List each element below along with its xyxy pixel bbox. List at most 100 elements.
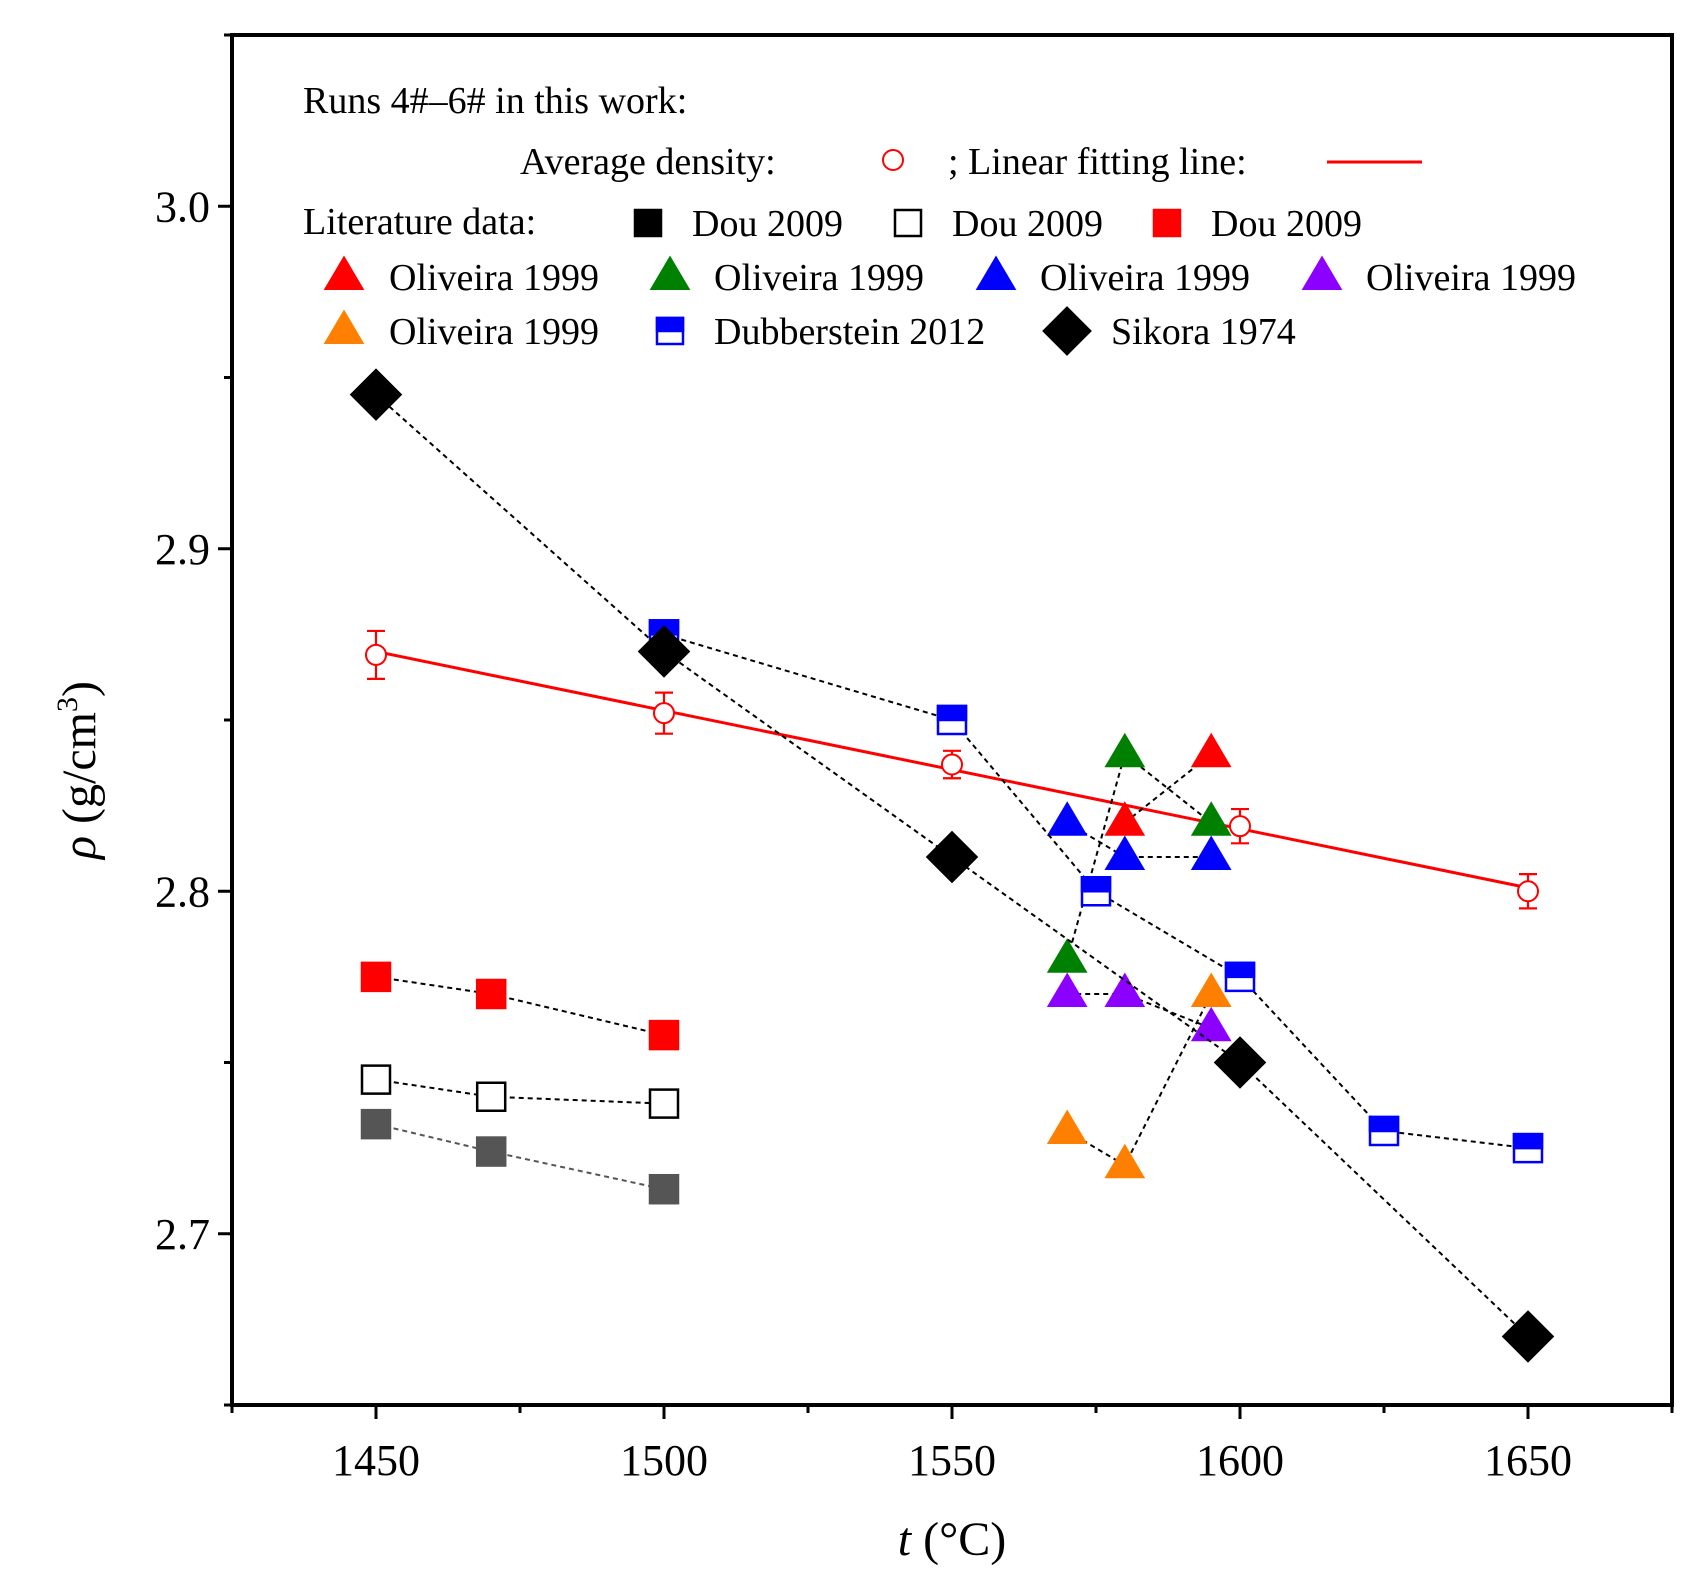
data-point-top-half bbox=[1368, 1115, 1400, 1133]
legend-average-marker bbox=[882, 149, 904, 171]
series-connector-line bbox=[375, 1123, 665, 1191]
average-density-point bbox=[1517, 873, 1539, 910]
data-point bbox=[1190, 801, 1232, 836]
series-connector-line bbox=[663, 633, 1529, 1150]
y-axis-title-unit: (g/cm bbox=[53, 712, 106, 836]
legend-marker-1 bbox=[893, 208, 923, 238]
data-point bbox=[936, 704, 968, 736]
data-point bbox=[475, 1081, 507, 1112]
legend-marker-2 bbox=[1152, 208, 1182, 238]
data-point bbox=[1190, 732, 1232, 768]
series-connector-line bbox=[375, 1078, 665, 1105]
data-point bbox=[648, 1019, 680, 1051]
data-point bbox=[1080, 876, 1112, 907]
x-tick-label: 1600 bbox=[1196, 1436, 1284, 1485]
average-density-marker bbox=[941, 753, 963, 776]
y-tick-label: 2.8 bbox=[155, 867, 210, 916]
legend-average-label: Average density: bbox=[520, 141, 776, 183]
average-density-point bbox=[653, 691, 675, 735]
legend-entry-label-0: Dou 2009 bbox=[692, 203, 843, 245]
data-point bbox=[1190, 1006, 1232, 1042]
data-point bbox=[1046, 1109, 1088, 1145]
legend-entry-label-5: Oliveira 1999 bbox=[1040, 257, 1250, 299]
series-oliveira-1999-7 bbox=[1046, 972, 1232, 1179]
legend-entry-label-7: Oliveira 1999 bbox=[389, 311, 599, 353]
legend-marker-3 bbox=[323, 255, 365, 291]
data-point bbox=[475, 1136, 507, 1167]
series-sikora-1974-9 bbox=[349, 368, 1555, 1363]
x-tick-label: 1500 bbox=[620, 1436, 708, 1485]
legend-entry-label-9: Sikora 1974 bbox=[1111, 311, 1296, 353]
data-point bbox=[360, 1064, 392, 1095]
data-point bbox=[1046, 938, 1088, 973]
data-point bbox=[1190, 972, 1232, 1008]
legend-entry-label-3: Oliveira 1999 bbox=[389, 257, 599, 299]
legend-entry-label-6: Oliveira 1999 bbox=[1366, 257, 1576, 299]
series-oliveira-1999-4 bbox=[1046, 732, 1232, 973]
data-point bbox=[1104, 835, 1146, 871]
data-point bbox=[1104, 972, 1146, 1008]
legend-header: Runs 4#–6# in this work: bbox=[303, 80, 687, 122]
data-point bbox=[1190, 835, 1232, 871]
series-dou-2009-0 bbox=[360, 1108, 680, 1205]
data-point bbox=[925, 830, 979, 884]
data-point-top-half bbox=[1512, 1132, 1544, 1150]
legend-literature-label: Literature data: bbox=[303, 201, 536, 243]
average-density-point bbox=[941, 749, 963, 780]
average-density-point bbox=[365, 629, 387, 681]
data-point bbox=[1104, 801, 1146, 836]
data-point bbox=[1501, 1310, 1555, 1363]
legend-entry-label-1: Dou 2009 bbox=[952, 203, 1103, 245]
legend-entry-label-8: Dubberstein 2012 bbox=[714, 311, 985, 353]
data-point bbox=[1213, 1036, 1267, 1089]
legend-marker-9 bbox=[1042, 306, 1092, 356]
y-axis-title-exponent: 3 bbox=[51, 697, 84, 712]
data-point bbox=[648, 1173, 680, 1205]
x-tick-label: 1450 bbox=[332, 1436, 420, 1485]
data-point-top-half bbox=[1080, 876, 1112, 893]
x-axis-title-symbol: t bbox=[898, 1513, 913, 1566]
series-dubberstein-2012-8 bbox=[648, 619, 1544, 1164]
data-point bbox=[349, 368, 403, 421]
legend-marker-8 bbox=[655, 316, 685, 346]
series-oliveira-1999-5 bbox=[1046, 801, 1232, 871]
data-point bbox=[1512, 1132, 1544, 1164]
data-point bbox=[1224, 961, 1256, 993]
data-point bbox=[475, 978, 507, 1010]
data-point-top-half bbox=[936, 704, 968, 722]
data-point bbox=[648, 1088, 680, 1119]
legend-fit-label: ; Linear fitting line: bbox=[948, 141, 1247, 183]
x-tick-label: 1550 bbox=[908, 1436, 996, 1485]
average-density-marker bbox=[653, 702, 675, 725]
data-point bbox=[360, 1108, 392, 1140]
legend-marker-5 bbox=[975, 255, 1017, 291]
average-density-marker bbox=[365, 643, 387, 666]
x-axis-title-unit: (°C) bbox=[911, 1513, 1006, 1566]
legend-entry-label-2: Dou 2009 bbox=[1211, 203, 1362, 245]
legend-entry-label-4: Oliveira 1999 bbox=[714, 257, 924, 299]
legend: Runs 4#–6# in this work: Average density:… bbox=[303, 80, 1576, 356]
series-oliveira-1999-3 bbox=[1104, 732, 1232, 836]
y-axis-title-symbol: ρ bbox=[53, 836, 106, 861]
series-dou-2009-1 bbox=[360, 1064, 680, 1119]
legend-marker-4 bbox=[649, 255, 691, 291]
series-dou-2009-2 bbox=[360, 961, 680, 1051]
data-point-top-half bbox=[1224, 961, 1256, 979]
series-connector-line bbox=[375, 975, 665, 1037]
y-tick-label: 3.0 bbox=[155, 182, 210, 231]
data-point bbox=[1104, 1143, 1146, 1179]
y-axis-title: ρ (g/cm3) bbox=[51, 681, 106, 861]
series-layer bbox=[349, 368, 1555, 1363]
data-point bbox=[1046, 972, 1088, 1008]
axes: 1450 1500 1550 1600 1650 2.7 2.8 2.9 3.0 t (°C) ρ … bbox=[51, 33, 1674, 1566]
data-point bbox=[1368, 1115, 1400, 1147]
legend-marker-0 bbox=[633, 208, 663, 238]
x-tick-label: 1650 bbox=[1484, 1436, 1572, 1485]
y-tick-label: 2.7 bbox=[155, 1210, 210, 1259]
data-point bbox=[637, 625, 691, 678]
average-density-point bbox=[1229, 807, 1251, 845]
data-point bbox=[1046, 801, 1088, 836]
average-density-marker bbox=[1229, 815, 1251, 838]
x-axis-title: t (°C) bbox=[898, 1513, 1007, 1566]
